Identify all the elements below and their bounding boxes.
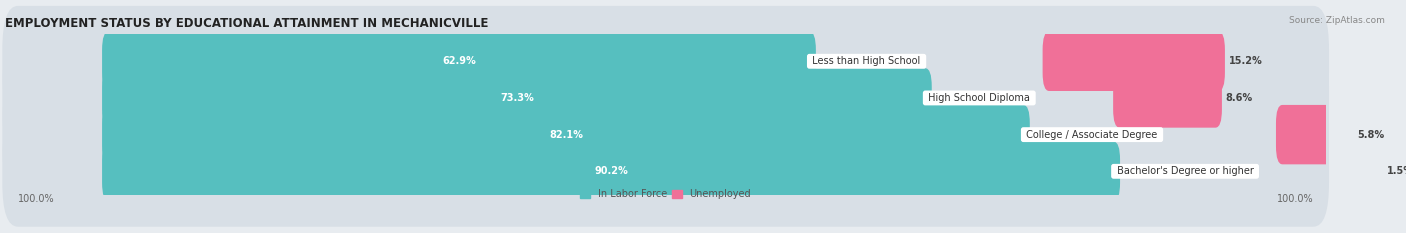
FancyBboxPatch shape bbox=[3, 43, 1329, 153]
FancyBboxPatch shape bbox=[1277, 105, 1354, 164]
Legend: In Labor Force, Unemployed: In Labor Force, Unemployed bbox=[576, 185, 755, 203]
Text: 90.2%: 90.2% bbox=[595, 166, 628, 176]
FancyBboxPatch shape bbox=[3, 79, 1329, 190]
Text: Less than High School: Less than High School bbox=[810, 56, 924, 66]
FancyBboxPatch shape bbox=[103, 105, 1029, 164]
FancyBboxPatch shape bbox=[1114, 68, 1222, 128]
FancyBboxPatch shape bbox=[1043, 31, 1225, 91]
FancyBboxPatch shape bbox=[103, 68, 932, 128]
Text: 8.6%: 8.6% bbox=[1226, 93, 1253, 103]
Text: Bachelor's Degree or higher: Bachelor's Degree or higher bbox=[1114, 166, 1257, 176]
Text: High School Diploma: High School Diploma bbox=[925, 93, 1033, 103]
Text: 82.1%: 82.1% bbox=[548, 130, 583, 140]
FancyBboxPatch shape bbox=[1353, 142, 1384, 201]
FancyBboxPatch shape bbox=[103, 142, 1121, 201]
Text: College / Associate Degree: College / Associate Degree bbox=[1024, 130, 1161, 140]
FancyBboxPatch shape bbox=[3, 6, 1329, 117]
FancyBboxPatch shape bbox=[3, 116, 1329, 227]
Text: 100.0%: 100.0% bbox=[18, 194, 55, 204]
FancyBboxPatch shape bbox=[103, 31, 815, 91]
Text: 1.5%: 1.5% bbox=[1386, 166, 1406, 176]
Text: EMPLOYMENT STATUS BY EDUCATIONAL ATTAINMENT IN MECHANICVILLE: EMPLOYMENT STATUS BY EDUCATIONAL ATTAINM… bbox=[4, 17, 488, 30]
Text: 5.8%: 5.8% bbox=[1357, 130, 1385, 140]
Text: 62.9%: 62.9% bbox=[441, 56, 475, 66]
Text: Source: ZipAtlas.com: Source: ZipAtlas.com bbox=[1289, 16, 1385, 25]
Text: 15.2%: 15.2% bbox=[1229, 56, 1263, 66]
Text: 73.3%: 73.3% bbox=[501, 93, 534, 103]
Text: 100.0%: 100.0% bbox=[1277, 194, 1313, 204]
